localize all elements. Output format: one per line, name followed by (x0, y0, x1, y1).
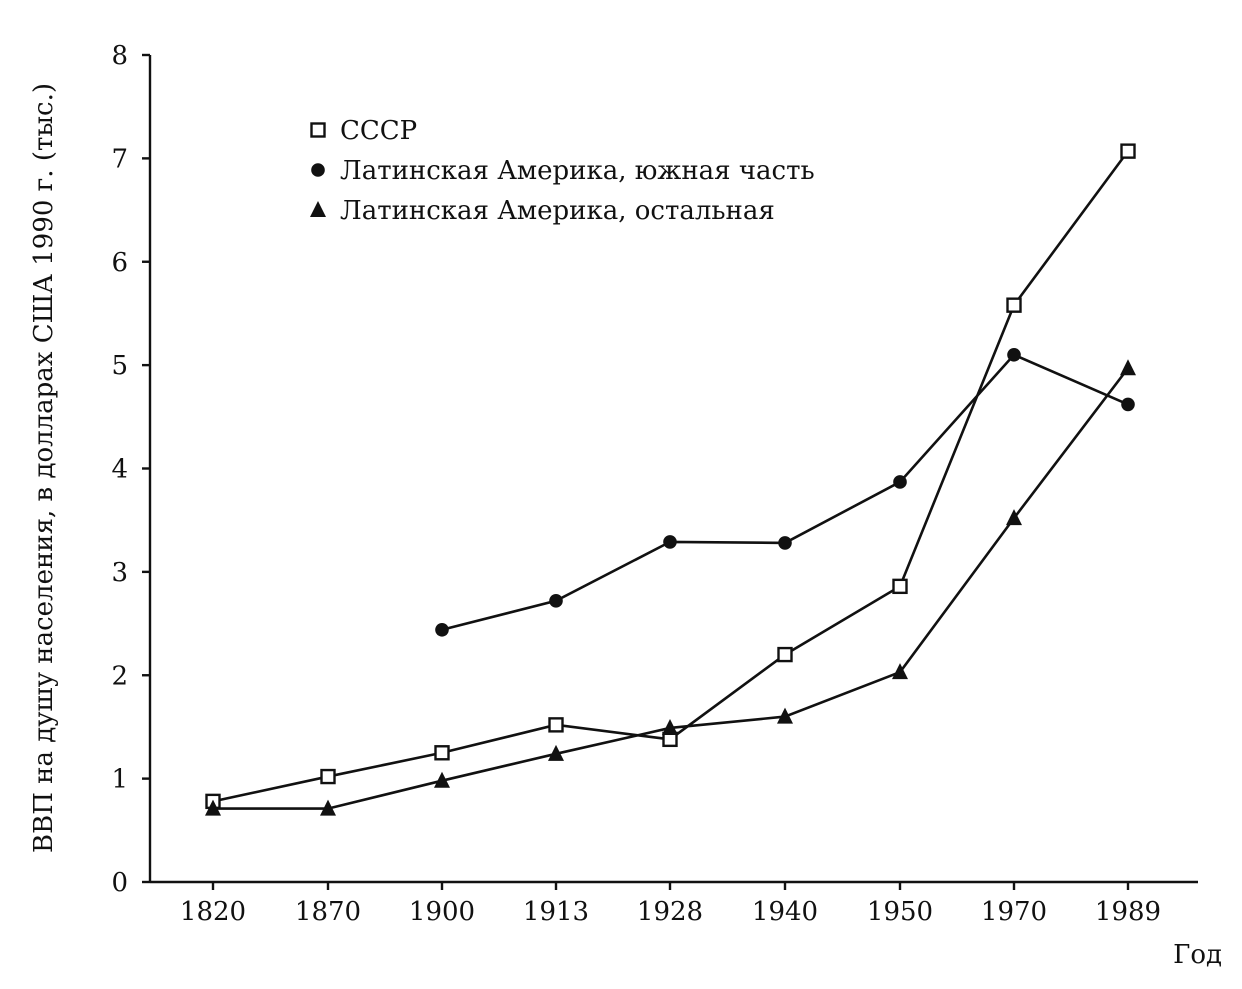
legend: СССР Латинская Америка, южная часть Латинс… (310, 116, 815, 226)
legend-label-latin-america-rest: Латинская Америка, остальная (340, 196, 775, 226)
x-tick-label: 1820 (180, 897, 246, 927)
series-line-latin-america-south (441, 353, 1129, 632)
data-point-ussr (892, 578, 908, 595)
x-tick-label: 1870 (295, 897, 361, 927)
data-point-latin-america-rest (892, 663, 908, 680)
data-point-ussr (1120, 143, 1136, 159)
legend-marker-ussr (310, 122, 326, 138)
legend-marker-latin-america-rest (310, 201, 326, 217)
y-tick-label: 0 (111, 868, 128, 898)
y-tick-label: 6 (111, 248, 128, 278)
y-ticks: 0 1 2 3 4 5 6 7 8 (111, 41, 150, 898)
y-tick-label: 7 (111, 144, 128, 174)
data-point-latin-america-south (1007, 347, 1021, 362)
legend-marker-latin-america-south (311, 163, 325, 177)
data-point-latin-america-south (778, 536, 792, 550)
data-point-ussr (434, 745, 450, 761)
series-latin-america-rest (205, 359, 1136, 816)
x-ticks: 1820 1870 1900 1913 1928 1940 1950 1970 1989 (180, 882, 1161, 927)
series-line-ussr (212, 150, 1130, 803)
data-point-latin-america-south (549, 594, 563, 608)
data-point-ussr (1006, 297, 1022, 313)
data-point-latin-america-rest (205, 799, 221, 816)
x-tick-label: 1940 (752, 897, 818, 927)
data-point-latin-america-south (1121, 397, 1135, 412)
data-point-latin-america-rest (777, 707, 793, 724)
x-tick-label: 1950 (867, 897, 933, 927)
data-point-latin-america-south (663, 535, 677, 549)
x-tick-label: 1970 (981, 897, 1047, 927)
x-tick-label: 1913 (523, 897, 589, 927)
legend-label-latin-america-south: Латинская Америка, южная часть (340, 156, 815, 186)
y-tick-label: 4 (111, 455, 128, 485)
data-point-ussr (777, 646, 793, 663)
data-point-latin-america-south (435, 622, 449, 637)
series-latin-america-south (435, 347, 1135, 637)
data-point-ussr (548, 717, 564, 733)
data-point-latin-america-rest (320, 799, 336, 816)
legend-label-ussr: СССР (340, 116, 417, 146)
y-tick-label: 8 (111, 41, 128, 71)
y-tick-label: 1 (111, 765, 128, 795)
data-point-latin-america-rest (1120, 359, 1136, 376)
data-point-latin-america-rest (548, 744, 564, 761)
y-tick-label: 2 (111, 661, 128, 691)
x-tick-label: 1900 (409, 897, 475, 927)
data-point-latin-america-rest (1006, 509, 1022, 526)
x-tick-label: 1989 (1095, 897, 1161, 927)
series-ussr (205, 143, 1136, 810)
data-point-latin-america-south (893, 475, 907, 489)
x-axis-title: Год (1173, 940, 1222, 970)
series-layer (205, 143, 1136, 816)
data-point-latin-america-rest (434, 771, 450, 788)
y-tick-label: 3 (111, 558, 128, 588)
data-point-ussr (320, 768, 336, 785)
y-axis-title: ВВП на душу населения, в долларах США 19… (29, 83, 59, 853)
x-tick-label: 1928 (637, 897, 703, 927)
data-point-latin-america-rest (662, 718, 678, 735)
y-tick-label: 5 (111, 351, 128, 381)
